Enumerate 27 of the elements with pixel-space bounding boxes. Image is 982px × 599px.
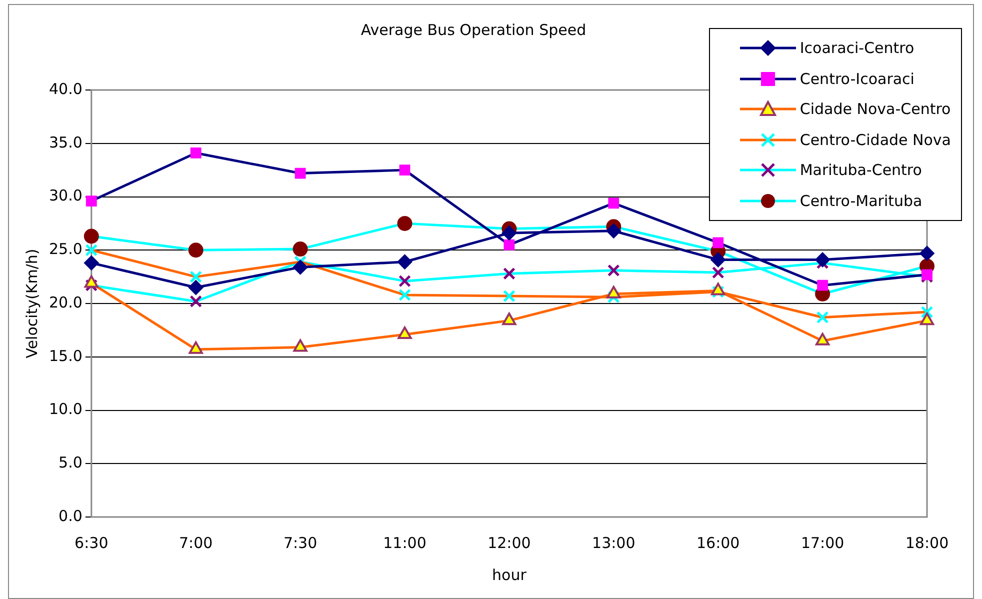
chart-title: Average Bus Operation Speed	[360, 20, 586, 39]
y-tick-label: 25.0	[48, 240, 82, 258]
legend-label: Centro-Icoaraci	[800, 70, 914, 88]
x-tick-label: 7:30	[283, 534, 318, 552]
x-tick-label: 17:00	[800, 534, 844, 552]
y-tick-label: 0.0	[58, 506, 82, 525]
x-tick-label: 6:30	[74, 534, 108, 552]
x-tick-label: 18:00	[905, 534, 949, 552]
y-axis-title: Velocity(Km/h)	[22, 248, 41, 358]
y-tick-label: 40.0	[48, 80, 82, 98]
legend-label: Icoaraci-Centro	[800, 39, 914, 58]
legend-label: Centro-Cidade Nova	[800, 130, 951, 149]
legend-label: Centro-Marituba	[800, 192, 922, 210]
legend-label: Cidade Nova-Centro	[800, 100, 951, 118]
x-tick-label: 11:00	[383, 534, 426, 552]
x-axis-title: hour	[492, 566, 528, 584]
x-tick-label: 16:00	[696, 534, 740, 552]
x-tick-label: 12:00	[488, 534, 531, 552]
y-tick-label: 30.0	[48, 186, 82, 205]
x-tick-label: 13:00	[592, 534, 636, 552]
y-tick-label: 20.0	[48, 293, 82, 312]
x-tick-label: 7:00	[179, 534, 213, 552]
legend-label: Marituba-Centro	[800, 161, 922, 180]
y-tick-label: 5.0	[58, 454, 82, 472]
y-tick-label: 15.0	[48, 346, 82, 365]
y-tick-label: 10.0	[48, 400, 82, 418]
y-tick-label: 35.0	[48, 133, 82, 152]
